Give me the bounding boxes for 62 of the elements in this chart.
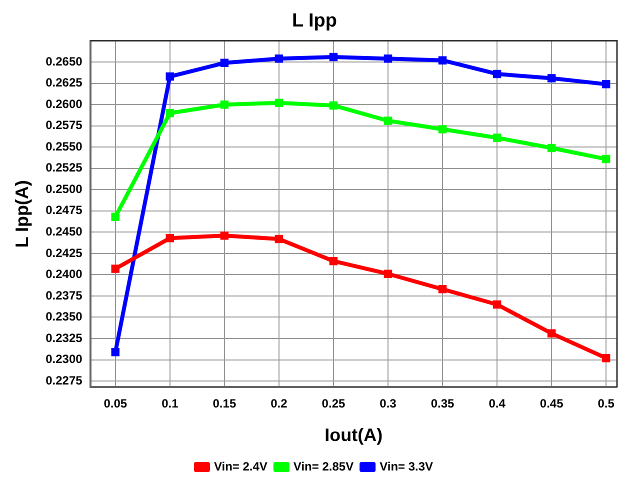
y-tick-label: 0.2625 [46, 76, 83, 90]
point [166, 234, 174, 242]
point [438, 285, 447, 294]
y-tick-label: 0.2325 [46, 330, 83, 345]
y-tick-label: 0.2650 [46, 54, 83, 68]
chart-title: L Ipp [292, 10, 338, 32]
point [329, 256, 338, 266]
y-tick-label: 0.2350 [46, 310, 83, 324]
point [384, 116, 392, 125]
x-tick-label: 0.2 [270, 396, 288, 411]
y-axis-title: L Ipp(A) [12, 180, 32, 248]
legend-label: Vin= 3.3V [380, 459, 434, 474]
point [384, 270, 392, 278]
x-tick-label: 0.35 [430, 396, 455, 411]
y-tick-label: 0.2275 [46, 373, 83, 388]
y-tick-label: 0.2375 [46, 288, 83, 302]
point [274, 98, 284, 108]
point [166, 72, 174, 81]
point [329, 52, 338, 62]
y-tick-label: 0.2425 [46, 246, 83, 260]
y-tick-label: 0.2475 [46, 203, 83, 218]
legend-label: Vin= 2.4V [214, 459, 268, 474]
point [274, 234, 284, 244]
point [111, 212, 120, 221]
x-tick-label: 0.4 [488, 396, 506, 411]
x-tick-label: 0.45 [540, 396, 564, 411]
point [438, 56, 447, 64]
point [220, 231, 229, 240]
point [602, 354, 610, 362]
point [438, 125, 447, 134]
x-axis-title: Iout(A) [324, 425, 383, 446]
point [547, 144, 556, 152]
point [384, 54, 392, 63]
point [111, 264, 120, 273]
y-tick-label: 0.2525 [46, 160, 83, 175]
y-tick-label: 0.2450 [46, 224, 83, 238]
point [492, 300, 502, 309]
y-tick-label: 0.2300 [46, 352, 83, 366]
x-tick-label: 0.15 [212, 396, 236, 411]
point [547, 74, 556, 82]
y-tick-label: 0.2400 [46, 267, 83, 282]
y-tick-label: 0.2600 [46, 96, 83, 111]
legend-label: Vin= 2.85V [293, 459, 354, 474]
x-tick-label: 0.1 [162, 396, 179, 411]
point [602, 80, 610, 88]
point [602, 154, 610, 164]
point [492, 134, 502, 142]
x-tick-label: 0.25 [322, 396, 346, 411]
x-tick-label: 0.05 [104, 396, 128, 411]
point [547, 329, 556, 338]
x-tick-label: 0.5 [598, 396, 615, 411]
point [220, 100, 229, 109]
y-tick-label: 0.2550 [46, 139, 83, 154]
y-tick-label: 0.2500 [46, 182, 83, 196]
x-tick-label: 0.3 [380, 396, 397, 411]
point [492, 70, 502, 78]
point [166, 108, 174, 118]
point [111, 348, 120, 356]
y-tick-label: 0.2575 [46, 118, 83, 132]
point [220, 58, 229, 68]
point [329, 101, 338, 110]
point [274, 54, 284, 63]
